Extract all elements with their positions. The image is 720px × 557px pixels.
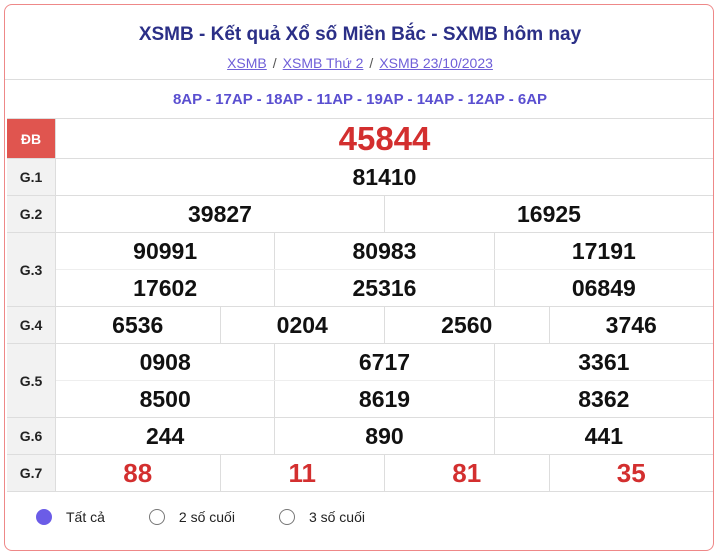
filter-option[interactable]: 2 số cuối: [148, 509, 235, 525]
breadcrumb-link[interactable]: XSMB: [227, 55, 267, 71]
prize-line: 244 890 441: [56, 418, 713, 454]
prize-row: G.7 88 11 81 35: [7, 455, 713, 492]
prize-values: 6536 0204 2560 3746: [56, 307, 713, 343]
filter-label: Tất cả: [66, 509, 105, 525]
radio[interactable]: [148, 509, 165, 525]
prize-number: 06849: [493, 270, 713, 306]
prize-number: 8619: [274, 381, 493, 417]
prize-label: G.7: [7, 455, 56, 491]
prize-label: G.4: [7, 307, 56, 343]
prize-line: 81410: [56, 159, 713, 195]
prize-number: 39827: [188, 200, 252, 227]
separator: /: [272, 55, 277, 71]
prize-number: 2560: [384, 307, 549, 343]
breadcrumbs: XSMB / XSMB Thứ 2 / XSMB 23/10/2023: [0, 55, 720, 71]
prize-number: 88: [123, 457, 153, 488]
prize-number: 80983: [274, 233, 493, 269]
prize-label: G.3: [7, 233, 56, 306]
prize-row: G.1 81410: [7, 159, 713, 196]
title: XSMB - Kết quả Xổ số Miền Bắc - SXMB hôm…: [138, 24, 582, 45]
prize-line: 0908 6717 3361: [56, 344, 713, 380]
prize-values: 45844: [56, 119, 713, 158]
prize-number: 8500: [139, 385, 191, 412]
prize-number: 81410: [352, 163, 417, 190]
prize-number: 16925: [384, 196, 713, 232]
prize-number: 8362: [493, 381, 713, 417]
prize-line: 45844: [56, 119, 713, 158]
prize-label: G.6: [7, 418, 56, 454]
prize-number: 3361: [493, 344, 713, 380]
prize-number: 890: [274, 418, 493, 454]
prize-number: 0204: [219, 307, 385, 343]
breadcrumb-link[interactable]: XSMB Thứ 2: [282, 55, 364, 71]
breadcrumb-link[interactable]: XSMB 23/10/2023: [379, 55, 493, 71]
prize-values: 39827 16925: [56, 196, 713, 232]
prize-number: 11: [219, 455, 385, 491]
prize-line: 8500 8619 8362: [56, 380, 713, 417]
prize-number: 3746: [548, 307, 714, 343]
prize-number: 81: [384, 455, 549, 491]
prize-row: G.5 0908 6717 3361 8500 8619 8362: [7, 344, 713, 418]
prize-line: 88 11 81 35: [56, 455, 713, 491]
prize-values: 81410: [56, 159, 713, 195]
prize-row: G.6 244 890 441: [7, 418, 713, 455]
prize-label: G.1: [7, 159, 56, 195]
prize-line: 90991 80983 17191: [56, 233, 713, 269]
prize-row: G.3 90991 80983 17191 17602 25316 06849: [7, 233, 713, 307]
separator: /: [369, 55, 374, 71]
filter-option[interactable]: 3 số cuối: [278, 509, 365, 525]
prize-number: 17602: [133, 274, 198, 301]
prize-row: G.2 39827 16925: [7, 196, 713, 233]
prize-values: 0908 6717 3361 8500 8619 8362: [56, 344, 713, 417]
prize-label: G.2: [7, 196, 56, 232]
filter-option[interactable]: Tất cả: [36, 509, 105, 525]
radio[interactable]: [278, 509, 295, 525]
divider: [5, 79, 713, 80]
prize-label: G.5: [7, 344, 56, 417]
codes: 8AP - 17AP - 18AP - 11AP - 19AP - 14AP -…: [172, 91, 548, 108]
filter-label: 3 số cuối: [308, 509, 365, 525]
filter-label: 2 số cuối: [178, 509, 235, 525]
prize-values: 90991 80983 17191 17602 25316 06849: [56, 233, 713, 306]
prize-number: 35: [548, 455, 714, 491]
prize-number: 90991: [133, 237, 198, 264]
prize-row: G.4 6536 0204 2560 3746: [7, 307, 713, 344]
prize-values: 244 890 441: [56, 418, 713, 454]
prize-line: 17602 25316 06849: [56, 269, 713, 306]
prize-line: 39827 16925: [56, 196, 713, 232]
prize-number: 244: [145, 422, 185, 449]
prize-number: 6717: [274, 344, 493, 380]
prize-number: 25316: [274, 270, 493, 306]
filters: Tất cả 2 số cuối 3 số cuối: [36, 509, 409, 525]
prize-number: 17191: [493, 233, 713, 269]
prize-label: ĐB: [7, 119, 56, 158]
radio[interactable]: [36, 509, 52, 525]
prize-number: 6536: [112, 311, 164, 338]
prize-row: ĐB 45844: [7, 119, 713, 159]
prize-number: 45844: [338, 119, 431, 157]
prize-line: 6536 0204 2560 3746: [56, 307, 713, 343]
prize-values: 88 11 81 35: [56, 455, 713, 491]
prize-number: 0908: [139, 348, 191, 375]
results-table: ĐB 45844 G.1 81410 G.2 39827 16925 G.3 90991 8098…: [7, 118, 713, 492]
prize-number: 441: [493, 418, 713, 454]
frame: [4, 4, 714, 551]
